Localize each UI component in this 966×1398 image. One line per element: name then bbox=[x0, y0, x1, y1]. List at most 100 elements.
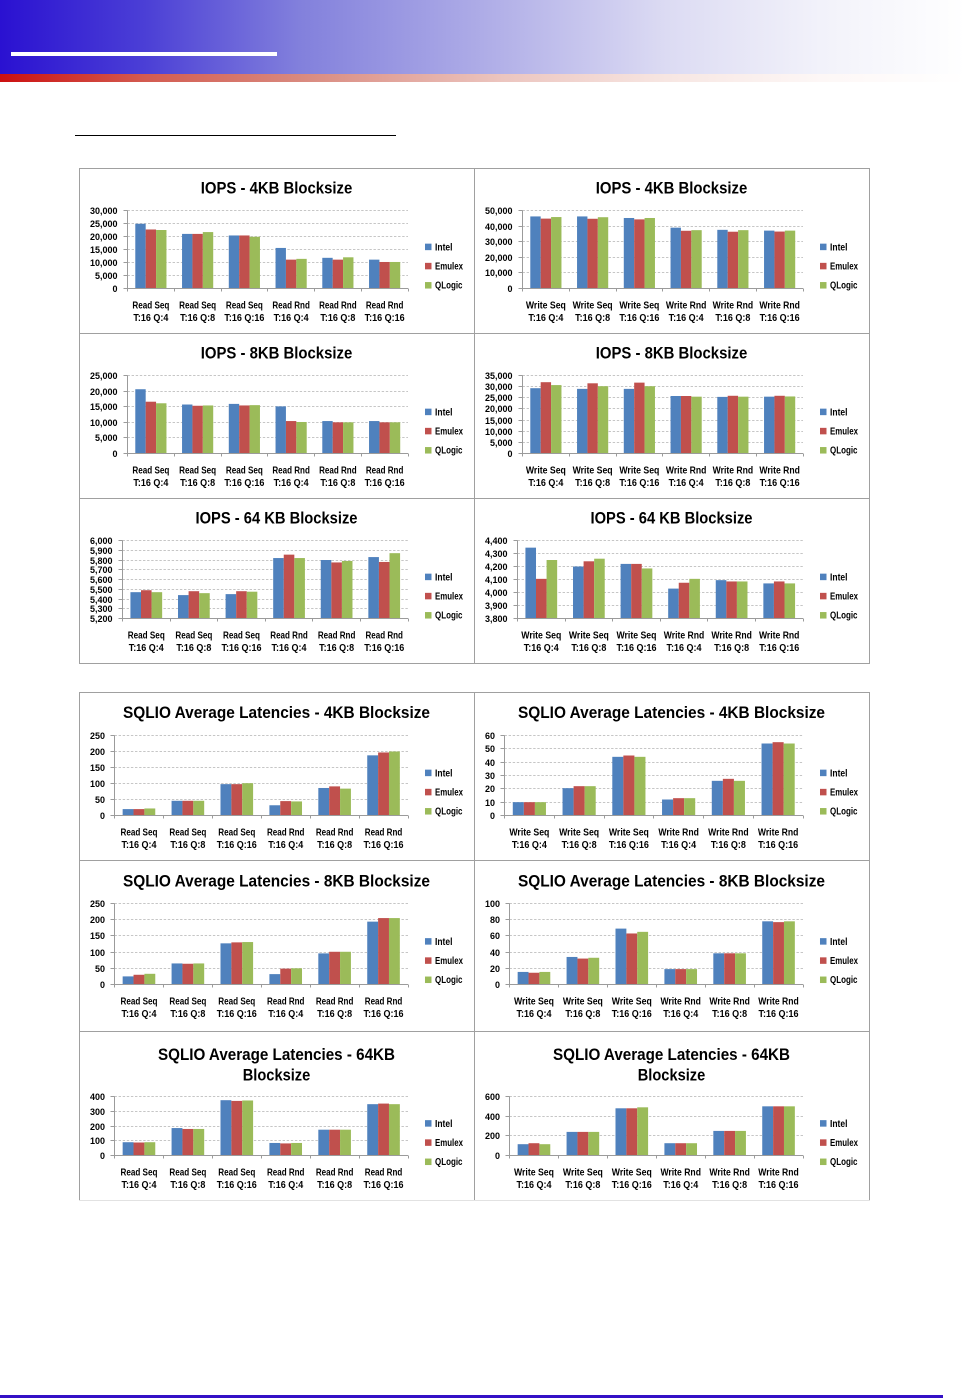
svg-text:T:16 Q:8: T:16 Q:8 bbox=[565, 1180, 600, 1191]
svg-text:Read Rnd: Read Rnd bbox=[365, 827, 403, 838]
svg-text:T:16 Q:8: T:16 Q:8 bbox=[711, 839, 746, 850]
svg-text:Read Rnd: Read Rnd bbox=[365, 1167, 402, 1178]
svg-text:5,400: 5,400 bbox=[90, 595, 113, 606]
svg-text:T:16 Q:4: T:16 Q:4 bbox=[663, 1009, 698, 1020]
svg-text:Intel: Intel bbox=[435, 937, 453, 948]
svg-text:25,000: 25,000 bbox=[90, 219, 118, 230]
svg-text:Read Seq: Read Seq bbox=[179, 301, 216, 312]
svg-text:4,400: 4,400 bbox=[485, 536, 508, 547]
svg-text:T:16 Q:8: T:16 Q:8 bbox=[575, 313, 610, 324]
svg-text:200: 200 bbox=[90, 1121, 105, 1132]
svg-text:25,000: 25,000 bbox=[90, 371, 118, 382]
svg-text:Write Rnd: Write Rnd bbox=[759, 301, 800, 312]
svg-text:10,000: 10,000 bbox=[485, 268, 513, 279]
svg-text:Emulex: Emulex bbox=[830, 592, 858, 603]
svg-text:50: 50 bbox=[485, 743, 495, 754]
svg-text:Write Rnd: Write Rnd bbox=[758, 1167, 798, 1178]
svg-text:T:16 Q:8: T:16 Q:8 bbox=[575, 478, 610, 489]
svg-text:T:16 Q:4: T:16 Q:4 bbox=[663, 1180, 698, 1191]
svg-text:0: 0 bbox=[113, 449, 118, 460]
svg-text:Read Seq: Read Seq bbox=[132, 466, 169, 477]
svg-text:20,000: 20,000 bbox=[90, 232, 118, 243]
svg-text:T:16 Q:4: T:16 Q:4 bbox=[121, 839, 156, 850]
svg-text:Emulex: Emulex bbox=[435, 262, 463, 273]
svg-text:10,000: 10,000 bbox=[90, 418, 118, 429]
svg-text:200: 200 bbox=[485, 1130, 500, 1141]
svg-text:600: 600 bbox=[485, 1091, 500, 1102]
svg-text:Read Seq: Read Seq bbox=[120, 996, 157, 1007]
svg-text:T:16 Q:16: T:16 Q:16 bbox=[612, 1180, 652, 1191]
svg-text:T:16 Q:8: T:16 Q:8 bbox=[317, 839, 352, 850]
svg-text:QLogic: QLogic bbox=[435, 1157, 463, 1168]
svg-text:400: 400 bbox=[90, 1091, 105, 1102]
svg-text:Write Seq: Write Seq bbox=[609, 827, 649, 838]
svg-text:Read Seq: Read Seq bbox=[169, 1167, 206, 1178]
svg-text:Emulex: Emulex bbox=[830, 956, 858, 967]
svg-text:15,000: 15,000 bbox=[90, 245, 118, 256]
svg-text:Write Seq: Write Seq bbox=[514, 996, 554, 1007]
svg-text:QLogic: QLogic bbox=[435, 446, 463, 457]
svg-text:50: 50 bbox=[95, 794, 105, 805]
svg-text:Intel: Intel bbox=[435, 1118, 453, 1129]
svg-text:30,000: 30,000 bbox=[90, 206, 118, 217]
svg-text:Write Seq: Write Seq bbox=[619, 301, 659, 312]
svg-text:30,000: 30,000 bbox=[485, 382, 513, 393]
svg-text:0: 0 bbox=[113, 284, 118, 295]
svg-text:T:16 Q:4: T:16 Q:4 bbox=[121, 1180, 156, 1191]
svg-text:Emulex: Emulex bbox=[830, 1138, 858, 1149]
svg-text:T:16 Q:8: T:16 Q:8 bbox=[317, 1009, 352, 1020]
svg-text:T:16 Q:4: T:16 Q:4 bbox=[512, 839, 547, 850]
svg-text:4,100: 4,100 bbox=[485, 575, 508, 586]
svg-text:150: 150 bbox=[90, 931, 105, 942]
svg-text:Read Seq: Read Seq bbox=[218, 996, 255, 1007]
svg-text:5,000: 5,000 bbox=[95, 433, 118, 444]
svg-text:T:16 Q:16: T:16 Q:16 bbox=[612, 1009, 652, 1020]
svg-text:T:16 Q:4: T:16 Q:4 bbox=[661, 839, 696, 850]
svg-text:5,900: 5,900 bbox=[90, 546, 113, 557]
svg-text:T:16 Q:8: T:16 Q:8 bbox=[319, 643, 354, 654]
svg-text:T:16 Q:8: T:16 Q:8 bbox=[714, 643, 749, 654]
svg-text:IOPS - 64 KB Blocksize: IOPS - 64 KB Blocksize bbox=[591, 509, 753, 528]
svg-text:Write Seq: Write Seq bbox=[563, 996, 603, 1007]
svg-text:T:16 Q:16: T:16 Q:16 bbox=[364, 1009, 404, 1020]
svg-text:Read Rnd: Read Rnd bbox=[319, 301, 357, 312]
svg-text:25,000: 25,000 bbox=[485, 393, 513, 404]
svg-text:T:16 Q:8: T:16 Q:8 bbox=[320, 313, 355, 324]
svg-text:QLogic: QLogic bbox=[435, 806, 463, 817]
svg-text:IOPS - 8KB Blocksize: IOPS - 8KB Blocksize bbox=[596, 344, 748, 363]
svg-text:SQLIO Average Latencies - 64KB: SQLIO Average Latencies - 64KB bbox=[158, 1045, 395, 1064]
svg-text:Write Seq: Write Seq bbox=[563, 1167, 603, 1178]
svg-text:Intel: Intel bbox=[830, 768, 848, 779]
svg-text:Write Rnd: Write Rnd bbox=[758, 996, 798, 1007]
svg-text:Write Seq: Write Seq bbox=[612, 1167, 652, 1178]
svg-text:0: 0 bbox=[100, 980, 105, 991]
svg-text:Write Seq: Write Seq bbox=[573, 301, 613, 312]
svg-text:T:16 Q:16: T:16 Q:16 bbox=[609, 839, 649, 850]
svg-text:4,000: 4,000 bbox=[485, 588, 508, 599]
svg-text:40: 40 bbox=[485, 757, 495, 768]
svg-text:Read Rnd: Read Rnd bbox=[272, 466, 310, 477]
svg-text:5,500: 5,500 bbox=[90, 585, 113, 596]
svg-text:20: 20 bbox=[490, 964, 500, 975]
svg-text:Read Seq: Read Seq bbox=[128, 631, 165, 642]
svg-text:Write Rnd: Write Rnd bbox=[713, 301, 754, 312]
svg-text:T:16 Q:16: T:16 Q:16 bbox=[616, 643, 656, 654]
svg-text:QLogic: QLogic bbox=[435, 975, 463, 986]
svg-text:T:16 Q:16: T:16 Q:16 bbox=[758, 839, 798, 850]
svg-text:Read Seq: Read Seq bbox=[179, 466, 216, 477]
svg-text:T:16 Q:8: T:16 Q:8 bbox=[170, 1009, 205, 1020]
svg-text:Read Rnd: Read Rnd bbox=[365, 996, 402, 1007]
svg-text:QLogic: QLogic bbox=[830, 281, 858, 292]
svg-text:Write Seq: Write Seq bbox=[514, 1167, 554, 1178]
svg-text:35,000: 35,000 bbox=[485, 371, 513, 382]
svg-text:QLogic: QLogic bbox=[830, 1157, 858, 1168]
svg-text:Emulex: Emulex bbox=[435, 787, 463, 798]
svg-text:50: 50 bbox=[95, 964, 105, 975]
svg-text:400: 400 bbox=[485, 1111, 500, 1122]
svg-text:T:16 Q:8: T:16 Q:8 bbox=[317, 1180, 352, 1191]
svg-text:SQLIO Average Latencies - 4KB: SQLIO Average Latencies - 4KB Blocksize bbox=[123, 703, 430, 722]
svg-text:Write Seq: Write Seq bbox=[612, 996, 652, 1007]
svg-text:30: 30 bbox=[485, 770, 495, 781]
svg-text:T:16 Q:16: T:16 Q:16 bbox=[224, 313, 264, 324]
svg-text:Intel: Intel bbox=[830, 937, 848, 948]
